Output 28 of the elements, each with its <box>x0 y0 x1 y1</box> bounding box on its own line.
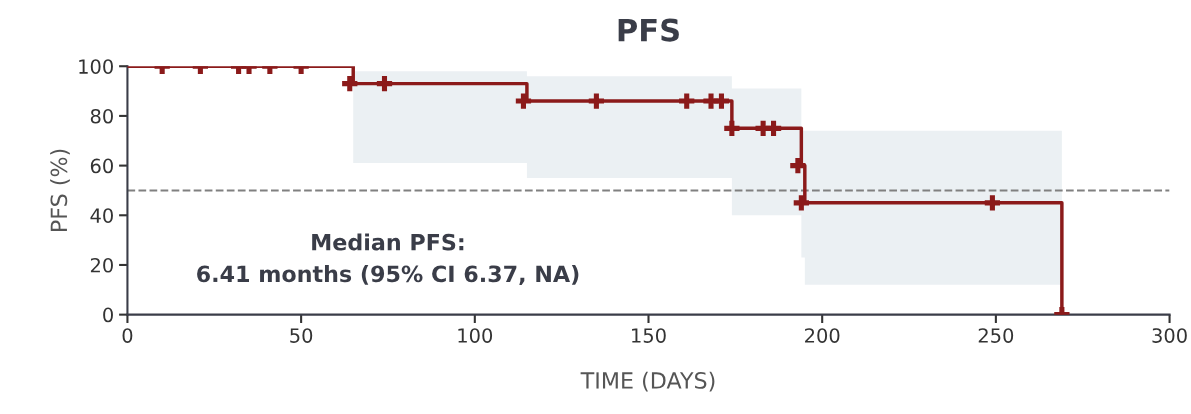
y-tick-label: 100 <box>79 59 113 74</box>
y-tick-label: 60 <box>90 158 113 174</box>
point <box>376 75 393 92</box>
x-tick-label: 100 <box>458 328 493 343</box>
x-tick-label: 300 <box>1152 328 1187 343</box>
point <box>588 93 605 109</box>
y-tick-label: 0 <box>103 307 113 323</box>
annotation: Median PFS: 6.41 months (95% CI 6.37, NA) <box>197 233 579 286</box>
point <box>793 195 809 211</box>
y-tick-label: 20 <box>90 257 113 273</box>
x-tick-label: 150 <box>632 328 666 343</box>
chart-title: PFS <box>618 18 679 42</box>
x-tick-label: 250 <box>978 328 1014 343</box>
x-tick-label: 0 <box>122 328 133 343</box>
point <box>765 120 782 136</box>
y-axis-title: PFS (%) <box>50 149 70 231</box>
y-tick-label: 40 <box>90 208 113 223</box>
x-tick-label: 200 <box>805 328 840 343</box>
point <box>790 157 806 174</box>
point <box>724 120 740 136</box>
x-axis-title: TIME (DAYS) <box>580 371 715 392</box>
point <box>515 93 532 109</box>
y-tick-label: 80 <box>90 108 113 124</box>
point <box>342 75 358 92</box>
point <box>679 93 695 109</box>
x-tick-label: 50 <box>290 328 313 343</box>
point <box>713 93 730 109</box>
point <box>984 195 1001 211</box>
